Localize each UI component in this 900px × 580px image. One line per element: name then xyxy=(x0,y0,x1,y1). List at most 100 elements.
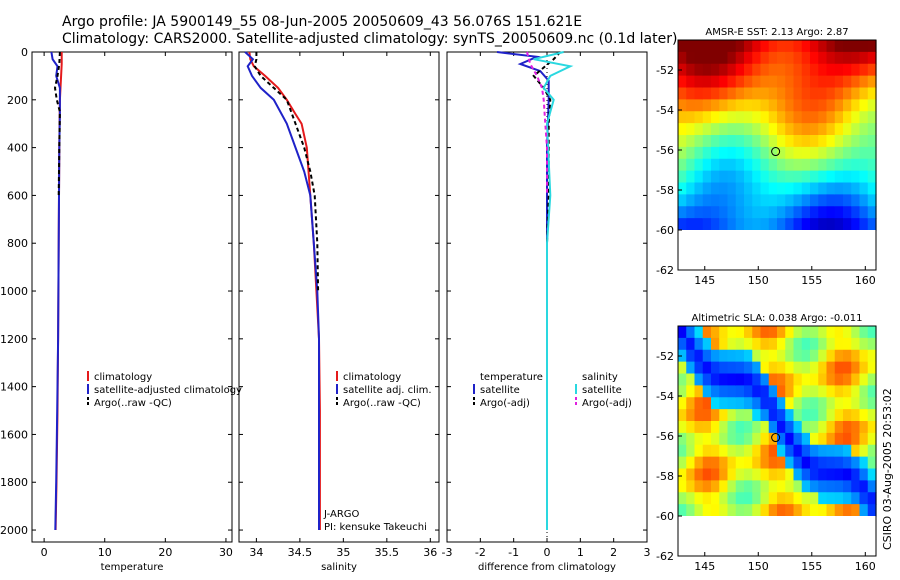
heatmap-cell xyxy=(843,444,852,458)
heatmap-cell xyxy=(760,63,770,77)
heatmap-cell xyxy=(801,111,811,124)
heatmap-cell xyxy=(694,397,704,410)
x-tick-label: 1 xyxy=(577,546,584,559)
heatmap-cell xyxy=(793,99,803,112)
y-tick-label: 1400 xyxy=(0,381,28,394)
y-tick-label: -62 xyxy=(656,264,674,277)
heatmap-cell xyxy=(678,349,687,363)
heatmap-cell xyxy=(867,158,877,172)
heatmap-cell xyxy=(702,123,712,136)
heatmap-cell xyxy=(744,373,753,386)
heatmap-cell xyxy=(801,444,811,458)
heatmap-cell xyxy=(760,385,770,398)
heatmap-cell xyxy=(859,99,869,112)
heatmap-cell xyxy=(744,111,753,124)
heatmap-cell xyxy=(768,206,778,219)
legend-label: salinity xyxy=(582,372,618,383)
heatmap-cell xyxy=(752,51,762,65)
heatmap-cell xyxy=(859,373,869,386)
heatmap-cell xyxy=(768,349,778,363)
y-tick-label: 1800 xyxy=(0,476,28,489)
heatmap-cell xyxy=(851,492,861,505)
heatmap-cell xyxy=(768,397,778,410)
heatmap-cell xyxy=(752,432,762,446)
x-tick-label: 160 xyxy=(855,274,876,287)
heatmap-cell xyxy=(785,158,795,172)
heatmap-cell xyxy=(843,194,852,207)
heatmap-cell xyxy=(735,421,745,434)
x-tick-label: 0 xyxy=(544,546,551,559)
heatmap-cell xyxy=(768,218,778,231)
legend-label: satellite-adjusted climatology xyxy=(94,385,242,396)
heatmap-cell xyxy=(851,51,861,65)
heatmap-cell xyxy=(735,75,745,89)
heatmap-cell xyxy=(834,326,844,339)
heatmap-cell xyxy=(686,158,696,172)
heatmap-cell xyxy=(694,218,704,231)
heatmap-cell xyxy=(760,456,770,470)
heatmap-cell xyxy=(744,135,753,148)
heatmap-cell xyxy=(826,135,836,148)
heatmap-cell xyxy=(843,99,852,112)
heatmap-cell xyxy=(768,421,778,434)
heatmap-cell xyxy=(785,51,795,65)
heatmap-cell xyxy=(686,218,696,231)
heatmap-cell xyxy=(793,504,803,517)
heatmap-cell xyxy=(785,75,795,89)
heatmap-cell xyxy=(768,456,778,470)
argo-position-marker xyxy=(771,147,781,157)
heatmap-cell xyxy=(752,63,762,77)
heatmap-cell xyxy=(702,456,712,470)
heatmap-cell xyxy=(801,456,811,470)
heatmap-cell xyxy=(801,349,811,363)
heatmap-cell xyxy=(851,63,861,77)
heatmap-cell xyxy=(711,456,720,470)
heatmap-cell xyxy=(686,75,696,89)
heatmap-cell xyxy=(686,87,696,100)
heatmap-cell xyxy=(711,468,720,481)
heatmap-cell xyxy=(727,480,737,493)
y-tick-label: 1200 xyxy=(0,333,28,346)
heatmap-cell xyxy=(727,444,737,458)
heatmap-cell xyxy=(744,206,753,219)
heatmap-cell xyxy=(793,206,803,219)
heatmap-cell xyxy=(826,63,836,77)
x-tick-label: -2 xyxy=(475,546,486,559)
heatmap-cell xyxy=(843,75,852,89)
heatmap-cell xyxy=(735,349,745,363)
heatmap-cell xyxy=(859,504,869,517)
heatmap-cell xyxy=(826,385,836,398)
heatmap-cell xyxy=(686,373,696,386)
y-tick-label: -60 xyxy=(656,224,674,237)
heatmap-cell xyxy=(744,158,753,172)
heatmap-cell xyxy=(768,99,778,112)
heatmap-cell xyxy=(826,182,836,195)
heatmap-cell xyxy=(760,504,770,517)
temperature-xlabel: temperature xyxy=(101,562,164,573)
heatmap-cell xyxy=(727,326,737,339)
heatmap-cell xyxy=(744,87,753,100)
heatmap-cell xyxy=(834,158,844,172)
heatmap-cell xyxy=(678,385,687,398)
legend-label: Argo(-adj) xyxy=(582,398,632,409)
heatmap-cell xyxy=(694,480,704,493)
series-line-temperature-argo-adj- xyxy=(532,51,562,244)
heatmap-cell xyxy=(834,111,844,124)
heatmap-cell xyxy=(686,421,696,434)
heatmap-cell xyxy=(760,75,770,89)
heatmap-cell xyxy=(810,170,819,184)
heatmap-cell xyxy=(810,397,819,410)
heatmap-cell xyxy=(727,456,737,470)
heatmap-cell xyxy=(793,492,803,505)
heatmap-cell xyxy=(810,158,819,172)
heatmap-cell xyxy=(702,182,712,195)
heatmap-cell xyxy=(694,75,704,89)
heatmap-cell xyxy=(859,444,869,458)
heatmap-cell xyxy=(785,111,795,124)
heatmap-cell xyxy=(843,158,852,172)
heatmap-cell xyxy=(719,326,729,339)
heatmap-cell xyxy=(727,349,737,363)
heatmap-cell xyxy=(793,349,803,363)
heatmap-cell xyxy=(678,218,687,231)
heatmap-cell xyxy=(694,444,704,458)
